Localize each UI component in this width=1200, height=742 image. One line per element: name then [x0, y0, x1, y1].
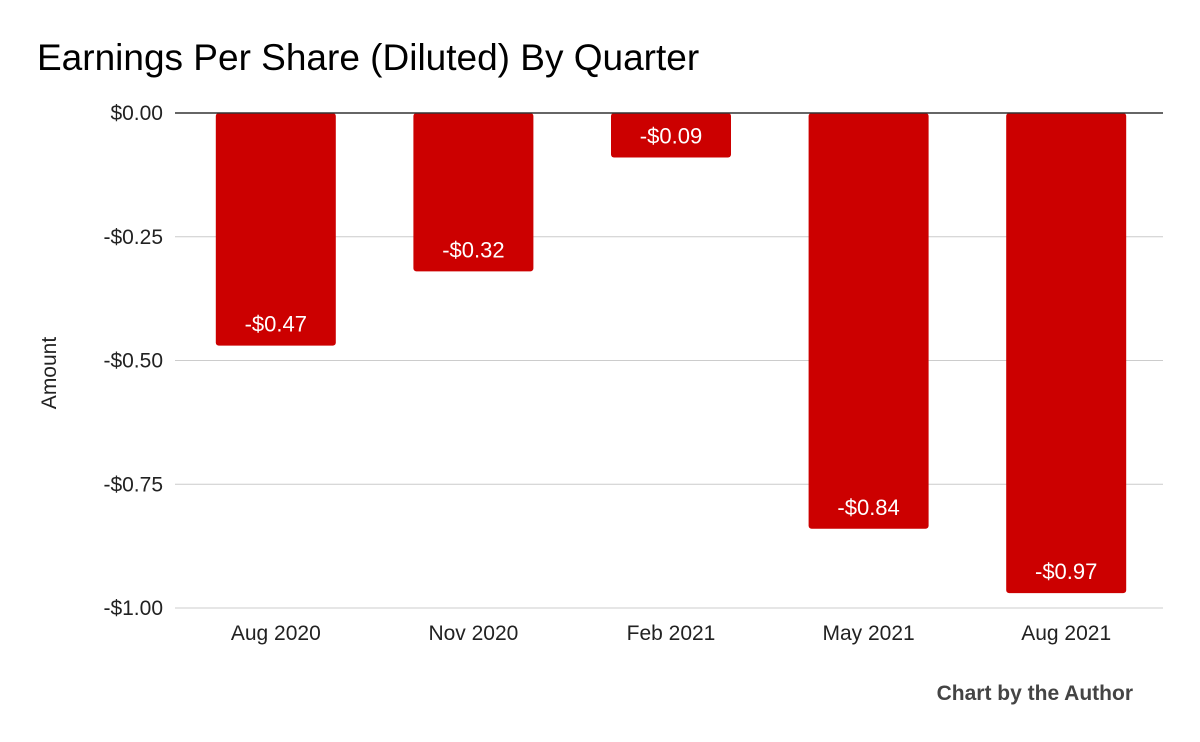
y-axis-ticks: $0.00 -$0.25 -$0.50 -$0.75 -$1.00 — [103, 102, 163, 620]
x-tick-label: May 2021 — [822, 622, 914, 645]
bar — [611, 113, 731, 158]
y-tick-label: -$0.75 — [103, 473, 163, 496]
y-tick-label: -$0.25 — [103, 226, 163, 249]
x-tick-label: Feb 2021 — [627, 622, 716, 645]
bar-data-label: -$0.97 — [1035, 559, 1097, 584]
y-tick-label: -$1.00 — [103, 597, 163, 620]
x-axis-ticks: Aug 2020 Nov 2020 Feb 2021 May 2021 Aug 2021 — [231, 622, 1111, 645]
bars — [215, 113, 1127, 594]
bar-data-label: -$0.09 — [640, 124, 702, 149]
y-axis-title: Amount — [38, 337, 61, 410]
bar-data-label: -$0.32 — [442, 237, 504, 262]
chart-title: Earnings Per Share (Diluted) By Quarter — [37, 37, 699, 78]
y-tick-label: $0.00 — [110, 102, 163, 125]
bar-data-label: -$0.84 — [837, 495, 899, 520]
x-tick-label: Aug 2020 — [231, 622, 321, 645]
y-tick-label: -$0.50 — [103, 350, 163, 373]
gridlines — [175, 236, 1163, 609]
x-tick-label: Aug 2021 — [1021, 622, 1111, 645]
bar — [1006, 113, 1127, 594]
bar — [215, 113, 336, 346]
chart-credit: Chart by the Author — [937, 682, 1133, 705]
bar — [808, 113, 929, 529]
bar — [413, 113, 534, 272]
x-tick-label: Nov 2020 — [428, 622, 518, 645]
data-labels: -$0.47 -$0.32 -$0.09 -$0.84 -$0.97 — [245, 124, 1098, 585]
bar-data-label: -$0.47 — [245, 312, 307, 337]
